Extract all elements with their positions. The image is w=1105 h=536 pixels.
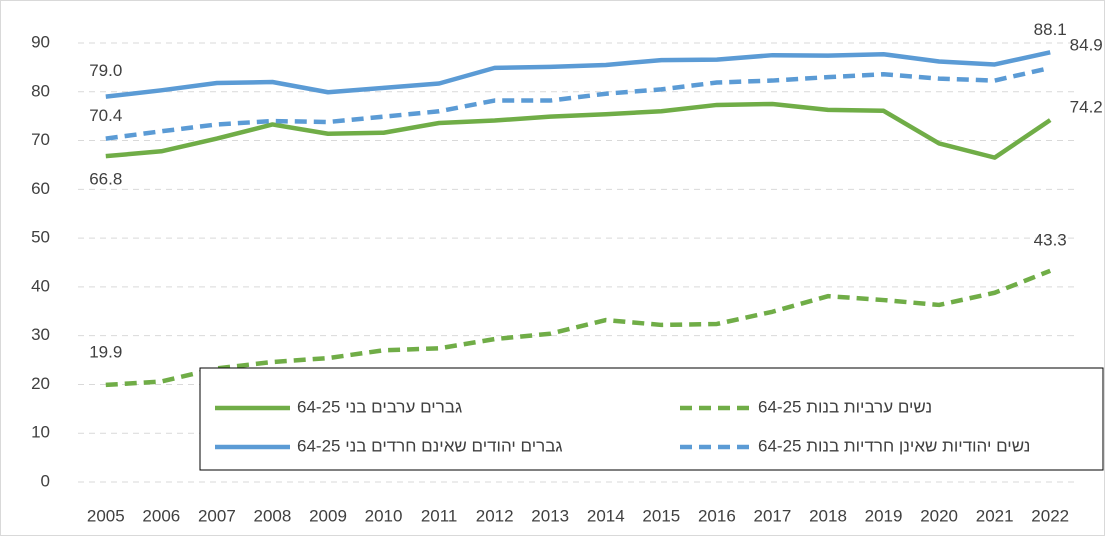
x-tick-label: 2013 — [531, 506, 569, 525]
x-tick-label: 2011 — [421, 506, 458, 525]
legend-label: גברים יהודים שאינם חרדים בני 64-25 — [297, 436, 563, 455]
x-tick-label: 2014 — [587, 506, 625, 525]
y-tick-label: 70 — [31, 130, 50, 149]
x-tick-label: 2005 — [87, 506, 125, 525]
x-tick-label: 2018 — [809, 506, 847, 525]
legend-label: גברים ערבים בני 64-25 — [297, 397, 462, 416]
y-tick-label: 20 — [31, 374, 50, 393]
x-tick-label: 2006 — [142, 506, 180, 525]
series-line — [105, 65, 1051, 141]
y-tick-label: 50 — [31, 228, 50, 247]
x-tick-label: 2010 — [365, 506, 403, 525]
x-tick-label: 2022 — [1031, 506, 1069, 525]
y-tick-label: 0 — [41, 471, 50, 490]
y-tick-label: 90 — [31, 32, 50, 51]
x-tick-label: 2016 — [698, 506, 736, 525]
data-label: 66.8 — [89, 170, 122, 189]
x-tick-label: 2015 — [642, 506, 680, 525]
y-tick-label: 40 — [31, 276, 50, 295]
y-tick-label: 10 — [31, 423, 50, 442]
y-tick-label: 80 — [31, 81, 50, 100]
series-line — [105, 268, 1052, 388]
data-label: 79.0 — [89, 61, 122, 80]
x-tick-label: 2012 — [476, 506, 514, 525]
y-tick-label: 30 — [31, 325, 50, 344]
x-tick-label: 2021 — [976, 506, 1014, 525]
legend-label: נשים יהודיות שאינן חרדיות בנות 64-25 — [758, 436, 1030, 455]
series-line — [105, 50, 1051, 99]
x-tick-label: 2019 — [865, 506, 903, 525]
data-label: 43.3 — [1034, 230, 1067, 249]
data-label: 84.9 — [1070, 35, 1103, 54]
legend-box — [199, 367, 1104, 471]
legend-label: נשים ערביות בנות 64-25 — [758, 397, 932, 416]
x-tick-label: 2009 — [309, 506, 347, 525]
data-label: 19.9 — [89, 342, 122, 361]
x-tick-label: 2008 — [254, 506, 292, 525]
x-tick-label: 2007 — [198, 506, 236, 525]
y-tick-label: 60 — [31, 179, 50, 198]
x-tick-label: 2017 — [754, 506, 792, 525]
data-label: 74.2 — [1070, 98, 1103, 117]
data-label: 88.1 — [1034, 20, 1067, 39]
series-line — [105, 101, 1052, 160]
data-label: 70.4 — [89, 106, 122, 125]
x-tick-label: 2020 — [920, 506, 958, 525]
